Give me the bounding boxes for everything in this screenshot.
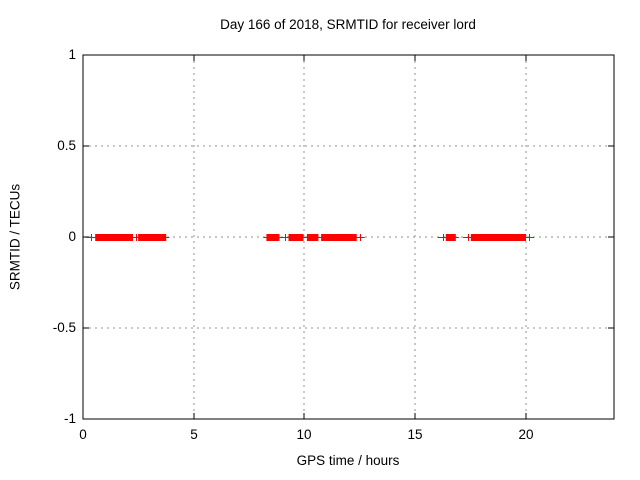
x-tick-label: 0 <box>79 427 87 442</box>
data-segment <box>266 234 280 241</box>
data-point-plus <box>529 234 530 241</box>
x-tick-label: 5 <box>190 427 198 442</box>
data-segment <box>445 234 456 241</box>
x-tick-label: 20 <box>518 427 534 442</box>
y-tick-label: 0.5 <box>57 138 76 153</box>
data-segment <box>95 234 133 241</box>
y-tick-label: 0 <box>68 229 76 244</box>
chart-title: Day 166 of 2018, SRMTID for receiver lor… <box>220 17 476 32</box>
data-segment <box>470 234 526 241</box>
data-segment <box>288 234 304 241</box>
data-segment-arm <box>354 237 365 238</box>
data-segment <box>138 234 167 241</box>
x-tick-label: 15 <box>407 427 423 442</box>
data-point-plus <box>360 234 361 241</box>
plot-border <box>82 54 615 420</box>
y-tick-label: -1 <box>63 411 76 426</box>
data-segment <box>306 234 319 241</box>
data-segment <box>321 234 357 241</box>
data-point-plus <box>91 234 92 241</box>
y-tick-label: -0.5 <box>52 320 76 335</box>
x-axis-label: GPS time / hours <box>296 453 400 468</box>
data-segment-arm <box>86 237 95 238</box>
data-series <box>86 234 534 241</box>
y-tick-label: 1 <box>68 47 76 62</box>
x-tick-label: 10 <box>296 427 312 442</box>
